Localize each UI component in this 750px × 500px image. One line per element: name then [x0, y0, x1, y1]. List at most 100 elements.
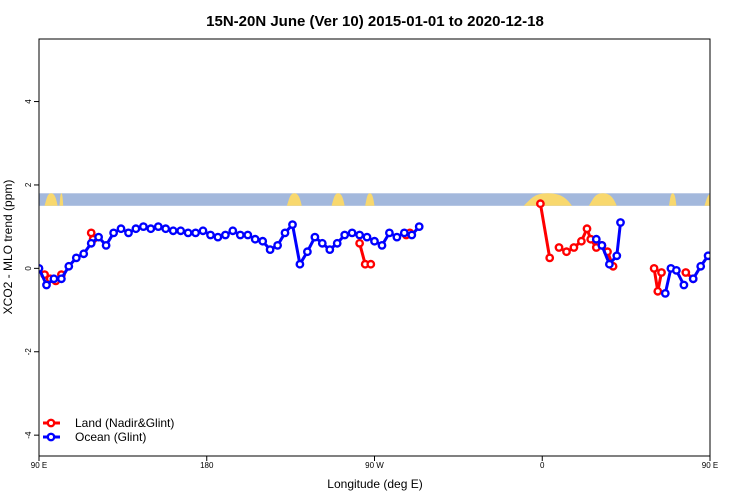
series-line-ocean	[691, 253, 710, 280]
data-point-ocean	[138, 222, 148, 232]
series-line-land	[538, 203, 552, 259]
data-point-land	[681, 268, 691, 277]
x-tick-label: 0	[540, 461, 545, 470]
data-point-ocean	[703, 251, 710, 261]
data-point-ocean	[332, 238, 342, 248]
data-point-ocean	[605, 259, 614, 269]
data-point-land	[562, 247, 571, 257]
y-axis-label: XCO2 - MLO trend (ppm)	[1, 180, 15, 315]
data-point-ocean	[64, 261, 74, 271]
data-point-ocean	[616, 218, 625, 227]
data-point-land	[569, 243, 579, 252]
map-strip	[39, 193, 739, 206]
x-tick-label: 180	[200, 461, 214, 470]
data-point-ocean	[679, 280, 689, 290]
data-point-ocean	[176, 226, 186, 236]
series-line-land	[716, 233, 718, 241]
data-point-ocean	[302, 247, 312, 257]
data-point-land	[355, 238, 364, 248]
data-point-land	[366, 259, 376, 269]
data-point-ocean	[347, 228, 357, 238]
x-axis-label: Longitude (deg E)	[327, 477, 422, 491]
data-point-ocean	[340, 230, 350, 240]
data-point-ocean	[414, 222, 424, 232]
data-point-ocean	[280, 228, 290, 238]
data-point-ocean	[742, 226, 748, 232]
data-point-land	[582, 224, 592, 234]
map-land-patch	[44, 193, 58, 206]
data-point-ocean	[597, 240, 607, 250]
data-point-ocean	[362, 232, 372, 242]
legend-label-land: Land (Nadir&Glint)	[75, 416, 174, 430]
data-point-ocean	[696, 261, 706, 271]
data-point-ocean	[86, 238, 96, 248]
series-layer	[39, 199, 748, 298]
y-tick-label: 0	[24, 266, 33, 271]
data-point-ocean	[672, 265, 681, 275]
data-point-ocean	[250, 234, 260, 244]
data-point-ocean	[131, 224, 141, 234]
data-point-ocean	[735, 228, 741, 234]
data-point-ocean	[213, 232, 223, 242]
map-land-patch	[286, 193, 302, 206]
data-point-ocean	[206, 230, 215, 240]
legend-marker-ocean	[46, 432, 56, 442]
data-point-land	[536, 199, 545, 209]
data-point-ocean	[720, 232, 726, 238]
x-tick-label: 90 E	[31, 461, 47, 470]
data-point-ocean	[325, 245, 335, 255]
data-point-ocean	[79, 249, 89, 259]
y-tick-label: 4	[24, 99, 33, 104]
y-axis: -4 -2 0 2 4	[24, 99, 39, 439]
data-point-ocean	[288, 220, 297, 230]
data-point-ocean	[49, 274, 59, 284]
data-point-ocean	[198, 226, 208, 236]
legend-marker-land	[46, 418, 56, 428]
data-point-ocean	[370, 236, 379, 246]
data-point-land	[649, 263, 659, 273]
x-tick-label: 90 W	[365, 461, 384, 470]
data-point-ocean	[220, 230, 230, 240]
data-point-ocean	[235, 230, 245, 240]
map-land-patch	[704, 193, 710, 206]
data-point-ocean	[399, 228, 409, 238]
data-point-land	[712, 230, 718, 236]
data-point-ocean	[660, 288, 670, 298]
y-tick-label: -4	[24, 431, 33, 439]
data-point-land	[714, 238, 720, 244]
legend-label-ocean: Ocean (Glint)	[75, 430, 146, 444]
map-land-patch	[732, 193, 739, 206]
data-point-ocean	[407, 230, 417, 240]
data-point-ocean	[161, 224, 171, 234]
data-point-ocean	[101, 240, 111, 250]
data-point-ocean	[273, 240, 282, 250]
data-point-ocean	[688, 274, 698, 284]
map-land-patch	[331, 193, 345, 206]
data-point-ocean	[295, 259, 305, 269]
data-point-land	[545, 253, 555, 263]
x-tick-label: 90 E	[702, 461, 718, 470]
data-point-ocean	[258, 236, 268, 246]
map-land-patch	[365, 193, 375, 206]
data-point-ocean	[146, 224, 156, 234]
data-point-ocean	[243, 230, 253, 240]
x-axis: 90 E 180 90 W 0 90 E	[31, 456, 718, 470]
chart-title: 15N-20N June (Ver 10) 2015-01-01 to 2020…	[206, 13, 544, 30]
data-point-ocean	[384, 228, 394, 238]
data-point-ocean	[153, 222, 163, 232]
data-point-ocean	[124, 228, 133, 238]
data-point-ocean	[392, 232, 402, 242]
data-point-ocean	[727, 242, 733, 248]
y-tick-label: 2	[24, 182, 33, 187]
y-tick-label: -2	[24, 348, 33, 356]
data-point-land	[577, 236, 586, 246]
plot-frame	[38, 38, 711, 457]
data-point-land	[554, 243, 564, 252]
data-point-ocean	[355, 230, 364, 240]
data-point-ocean	[109, 228, 119, 238]
data-point-ocean	[191, 228, 201, 238]
data-point-ocean	[712, 249, 718, 255]
data-point-ocean	[57, 274, 66, 284]
data-point-ocean	[228, 226, 238, 236]
